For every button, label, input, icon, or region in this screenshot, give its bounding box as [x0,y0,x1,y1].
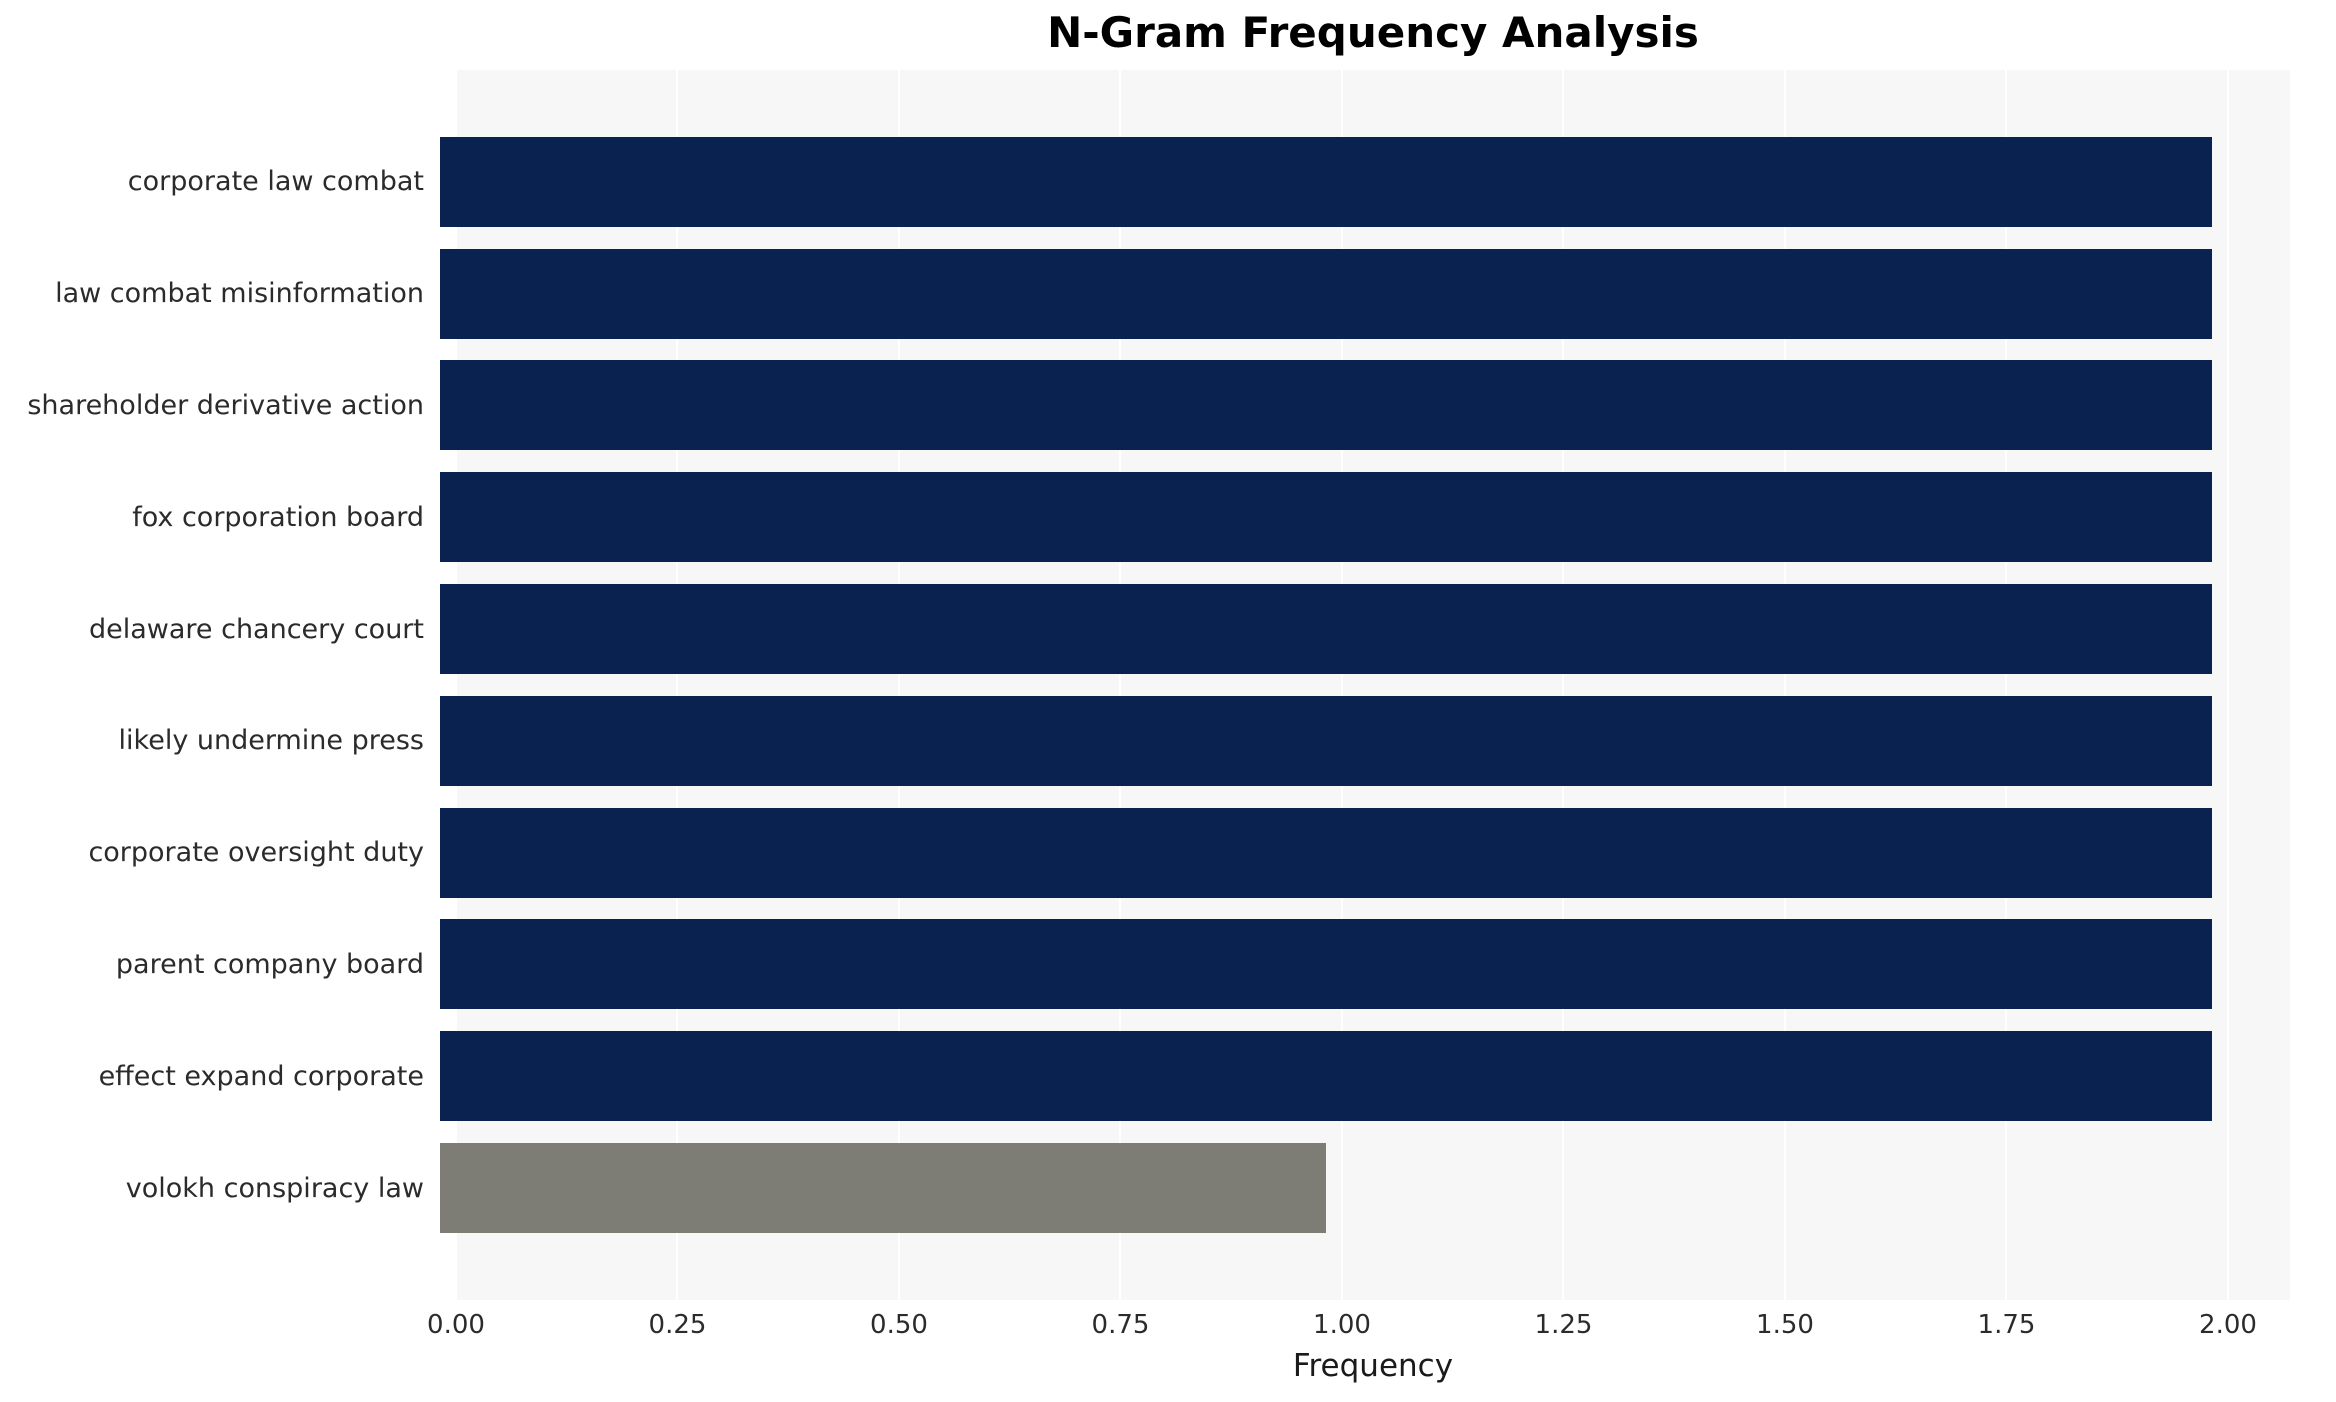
x-axis-ticks: 0.00 0.25 0.50 0.75 1.00 1.25 1.50 1.75 2.00 [427,1310,2290,1344]
y-tick-label: corporate law combat [127,166,424,198]
gridline-0.50 [897,70,900,1300]
gridline-1.00 [1340,70,1343,1300]
x-axis-label: Frequency [1292,1348,1454,1384]
bar-row: volokh conspiracy law [0,1132,2336,1244]
bar [440,360,2212,451]
bar-track [440,461,2274,573]
bar [440,248,2212,339]
bar-track [440,685,2274,797]
bar [440,919,2212,1010]
bar-row: delaware chancery court [0,573,2336,685]
bar [440,584,2212,675]
gridline-0.00 [455,70,457,1300]
bar-track [440,909,2274,1021]
bar-row: corporate oversight duty [0,797,2336,909]
x-tick-label: 0.00 [427,1310,485,1340]
gridline-0.75 [1119,70,1122,1300]
bar [440,807,2212,898]
x-tick-label: 1.75 [1977,1310,2036,1340]
x-tick-label: 2.00 [2199,1310,2257,1340]
x-tick-label: 1.00 [1313,1310,1371,1340]
bar-track [440,1020,2274,1132]
y-tick-label: likely undermine press [118,725,424,757]
x-tick-label: 0.75 [1091,1310,1150,1340]
gridline-1.75 [2005,70,2008,1300]
bar-rows: corporate law combat law combat misinform… [0,70,2336,1300]
bar-row: fox corporation board [0,461,2336,573]
bar [440,136,2212,227]
bar [440,1143,1326,1234]
bar-row: law combat misinformation [0,238,2336,350]
y-tick-label: fox corporation board [132,501,424,533]
bar [440,1031,2212,1122]
gridline-2.00 [2226,70,2229,1300]
y-tick-label: delaware chancery court [88,613,424,645]
bar-row: parent company board [0,909,2336,1021]
bar-track [440,1132,2274,1244]
y-tick-label: corporate oversight duty [88,837,424,869]
x-tick-label: 1.50 [1756,1310,1814,1340]
gridline-0.25 [676,70,679,1300]
bar-track [440,573,2274,685]
y-tick-label: shareholder derivative action [27,389,424,421]
y-tick-label: volokh conspiracy law [125,1172,424,1204]
x-tick-label: 0.50 [870,1310,928,1340]
y-tick-label: parent company board [115,948,424,980]
bar-track [440,126,2274,238]
bar-row: corporate law combat [0,126,2336,238]
bar [440,695,2212,786]
y-tick-label: effect expand corporate [98,1060,424,1092]
x-tick-label: 1.25 [1534,1310,1593,1340]
gridline-1.50 [1783,70,1786,1300]
bar-track [440,350,2274,462]
bar-row: likely undermine press [0,685,2336,797]
gridline-1.25 [1562,70,1565,1300]
y-tick-label: law combat misinformation [55,278,424,310]
bar-track [440,797,2274,909]
chart-title: N-Gram Frequency Analysis [1047,8,1699,57]
x-tick-label: 0.25 [648,1310,707,1340]
bar [440,472,2212,563]
bar-track [440,238,2274,350]
bar-row: effect expand corporate [0,1020,2336,1132]
bar-row: shareholder derivative action [0,350,2336,462]
